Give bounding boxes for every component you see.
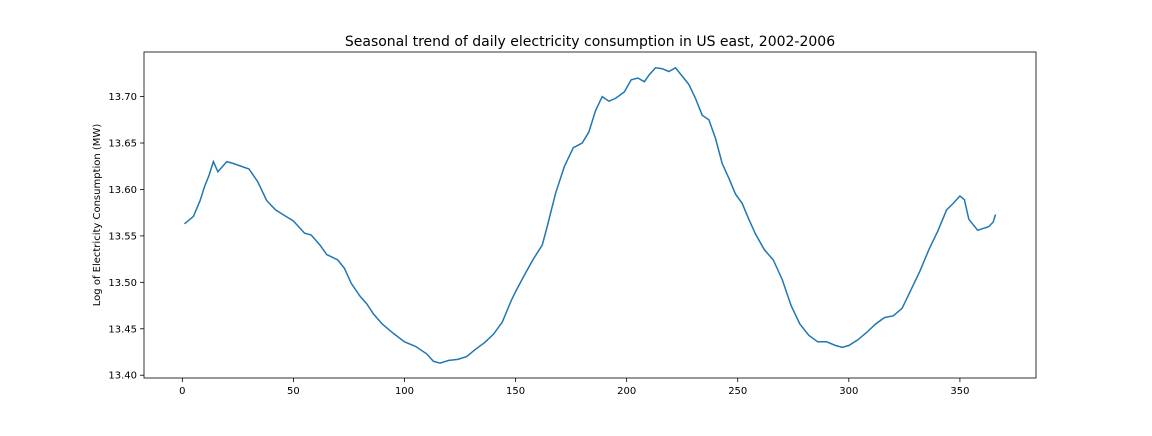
x-tick-label: 200 — [617, 386, 636, 397]
y-tick-label: 13.55 — [108, 231, 137, 242]
y-tick-label: 13.40 — [108, 371, 137, 382]
x-tick-label: 350 — [950, 386, 969, 397]
y-axis-ticks: 13.40 13.45 13.50 13.55 13.60 13.65 13.70 — [108, 92, 144, 382]
y-tick-label: 13.60 — [108, 185, 137, 196]
y-tick-label: 13.45 — [108, 324, 137, 335]
y-tick-label: 13.65 — [108, 139, 137, 150]
x-tick-label: 150 — [506, 386, 525, 397]
y-axis-label: Log of Electricity Consumption (MW) — [92, 124, 103, 307]
x-tick-label: 100 — [395, 386, 414, 397]
chart-title: Seasonal trend of daily electricity cons… — [345, 34, 835, 50]
series-line — [184, 66, 997, 364]
y-tick-label: 13.70 — [108, 92, 137, 103]
x-axis-ticks: 0 50 100 150 200 250 300 350 — [179, 378, 969, 397]
x-tick-label: 0 — [179, 386, 185, 397]
x-tick-label: 50 — [287, 386, 300, 397]
x-tick-label: 300 — [839, 386, 858, 397]
plot-frame — [143, 51, 1037, 379]
y-tick-label: 13.50 — [108, 278, 137, 289]
x-tick-label: 250 — [728, 386, 747, 397]
